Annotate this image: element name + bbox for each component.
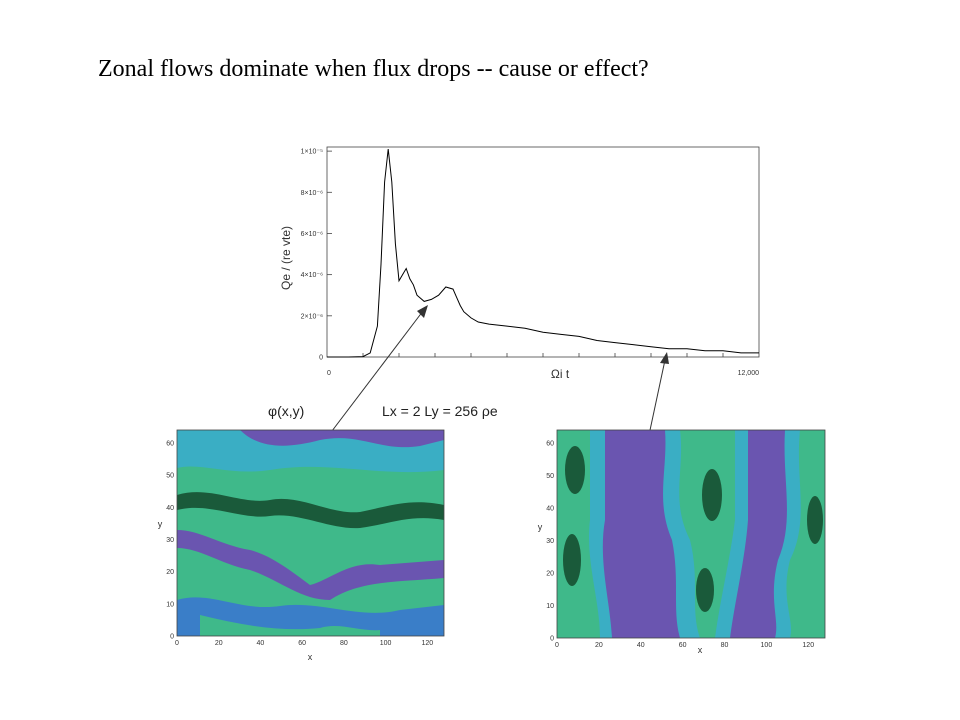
left-x-ticks: 0 20 40 60 80 100 120 xyxy=(175,640,433,647)
heat-x-tick-label: 60 xyxy=(298,640,306,647)
right-band-1-purple xyxy=(602,430,680,638)
potential-heatmap-left: 0 20 40 60 80 100 120 0 10 20 30 40 50 60 x y xyxy=(158,429,445,662)
x-axis-ticks: 0 12,000 xyxy=(327,353,759,377)
y-tick-label: 1×10⁻⁵ xyxy=(301,149,323,156)
heat-y-tick-label: 50 xyxy=(546,473,554,480)
right-y-ticks: 0 10 20 30 40 50 60 xyxy=(546,441,554,643)
heat-x-tick-label: 80 xyxy=(721,642,729,649)
heat-y-tick-label: 60 xyxy=(166,440,174,447)
heat-y-tick-label: 40 xyxy=(166,505,174,512)
y-tick-label: 8×10⁻⁶ xyxy=(301,190,323,197)
right-heatmap-frame xyxy=(556,429,826,639)
heat-x-tick-label: 120 xyxy=(802,642,814,649)
domain-size-annotation: Lx = 2 Ly = 256 ρe xyxy=(382,403,498,419)
left-heatmap-blobs xyxy=(177,430,444,636)
left-x-label: x xyxy=(308,652,313,662)
y-axis-label: Qe / (re vte) xyxy=(279,226,293,290)
heat-y-tick-label: 40 xyxy=(546,506,554,513)
y-tick-label: 6×10⁻⁶ xyxy=(301,231,323,238)
heat-y-tick-label: 30 xyxy=(166,537,174,544)
potential-heatmap-right: 0 20 40 60 80 100 120 0 10 20 30 40 50 60 x y xyxy=(538,429,826,655)
phi-label: φ(x,y) xyxy=(268,403,304,419)
heat-x-tick-label: 20 xyxy=(595,642,603,649)
heat-x-tick-label: 40 xyxy=(257,640,265,647)
heat-y-tick-label: 0 xyxy=(170,634,174,641)
right-dark-blob-2 xyxy=(563,534,581,586)
right-dark-blob-4 xyxy=(696,568,714,612)
right-y-label: y xyxy=(538,522,543,532)
right-dark-blob-3 xyxy=(702,469,722,521)
left-purple-streamer xyxy=(177,530,444,600)
left-heatmap-frame xyxy=(176,429,445,637)
heat-y-tick-label: 50 xyxy=(166,473,174,480)
heat-x-tick-label: 100 xyxy=(380,640,392,647)
heat-x-tick-label: 0 xyxy=(555,642,559,649)
right-heatmap-blobs xyxy=(563,430,823,638)
arrowhead-left xyxy=(417,305,428,318)
heat-y-tick-label: 30 xyxy=(546,538,554,545)
heat-x-tick-label: 40 xyxy=(637,642,645,649)
heat-x-tick-label: 80 xyxy=(340,640,348,647)
right-band-2-purple xyxy=(730,430,787,638)
left-y-label: y xyxy=(158,519,163,529)
left-dark-streamer xyxy=(177,492,444,529)
heat-y-tick-label: 60 xyxy=(546,441,554,448)
right-x-label: x xyxy=(698,645,703,655)
right-x-ticks: 0 20 40 60 80 100 120 xyxy=(555,642,814,649)
heat-y-tick-label: 10 xyxy=(166,601,174,608)
y-tick-label: 0 xyxy=(319,355,323,362)
heat-x-tick-label: 0 xyxy=(175,640,179,647)
y-tick-label: 2×10⁻⁶ xyxy=(301,313,323,320)
heat-y-tick-label: 20 xyxy=(166,569,174,576)
left-y-ticks: 0 10 20 30 40 50 60 xyxy=(166,440,174,640)
left-green-lower xyxy=(200,615,380,636)
slide-title: Zonal flows dominate when flux drops -- … xyxy=(98,56,649,82)
heat-x-tick-label: 120 xyxy=(421,640,433,647)
heat-y-tick-label: 10 xyxy=(546,603,554,610)
heat-y-tick-label: 0 xyxy=(550,636,554,643)
heat-x-tick-label: 60 xyxy=(679,642,687,649)
left-purple-top xyxy=(240,430,444,448)
y-tick-label: 4×10⁻⁶ xyxy=(301,272,323,279)
x-axis-label: Ωi t xyxy=(551,367,570,381)
flux-series-line xyxy=(327,149,759,358)
right-dark-blob-1 xyxy=(565,446,585,494)
arrowhead-right xyxy=(660,352,669,364)
x-tick-label: 0 xyxy=(327,370,331,377)
flux-line-chart: 02×10⁻⁶4×10⁻⁶6×10⁻⁶8×10⁻⁶1×10⁻⁵ 0 12,000 … xyxy=(279,146,760,381)
x-tick-label: 12,000 xyxy=(738,370,760,377)
heat-x-tick-label: 20 xyxy=(215,640,223,647)
right-dark-blob-5 xyxy=(807,496,823,544)
heat-y-tick-label: 20 xyxy=(546,571,554,578)
heat-x-tick-label: 100 xyxy=(761,642,773,649)
